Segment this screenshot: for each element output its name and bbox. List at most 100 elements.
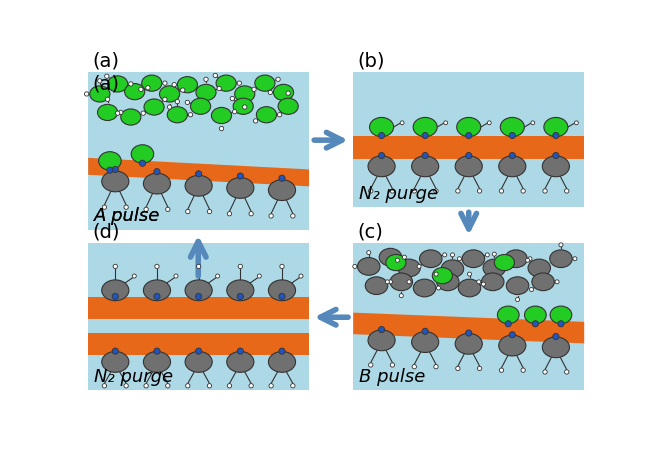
Circle shape xyxy=(257,274,261,278)
Ellipse shape xyxy=(190,98,211,114)
Ellipse shape xyxy=(550,306,572,324)
Circle shape xyxy=(104,74,109,79)
Circle shape xyxy=(268,90,272,95)
Circle shape xyxy=(146,85,150,90)
Circle shape xyxy=(509,152,516,158)
Circle shape xyxy=(291,383,295,388)
Ellipse shape xyxy=(144,352,171,372)
Circle shape xyxy=(186,209,190,214)
Circle shape xyxy=(400,294,403,298)
Circle shape xyxy=(499,368,504,372)
Ellipse shape xyxy=(144,280,171,301)
Circle shape xyxy=(286,91,291,95)
Ellipse shape xyxy=(501,117,524,137)
Ellipse shape xyxy=(462,250,485,267)
Ellipse shape xyxy=(185,352,212,372)
Ellipse shape xyxy=(256,107,277,123)
Circle shape xyxy=(112,348,118,354)
Circle shape xyxy=(144,383,148,388)
Circle shape xyxy=(443,253,447,257)
Circle shape xyxy=(154,169,160,175)
Ellipse shape xyxy=(459,279,481,297)
Circle shape xyxy=(456,366,460,371)
Circle shape xyxy=(531,121,535,125)
Ellipse shape xyxy=(177,77,197,93)
Circle shape xyxy=(367,250,371,255)
Ellipse shape xyxy=(185,176,212,196)
Circle shape xyxy=(436,286,441,290)
Circle shape xyxy=(422,328,428,334)
Circle shape xyxy=(195,348,202,354)
Ellipse shape xyxy=(398,259,420,277)
Ellipse shape xyxy=(102,352,129,372)
Circle shape xyxy=(468,272,472,276)
Circle shape xyxy=(279,175,285,181)
Circle shape xyxy=(269,383,274,388)
Circle shape xyxy=(553,152,559,158)
Ellipse shape xyxy=(420,250,442,267)
Circle shape xyxy=(227,212,232,216)
Ellipse shape xyxy=(441,260,464,278)
Circle shape xyxy=(112,293,118,299)
Ellipse shape xyxy=(368,156,395,176)
Ellipse shape xyxy=(90,86,110,102)
Circle shape xyxy=(196,264,201,268)
Ellipse shape xyxy=(483,259,506,277)
Circle shape xyxy=(237,81,241,85)
Circle shape xyxy=(434,365,438,369)
Circle shape xyxy=(509,332,516,338)
Circle shape xyxy=(521,189,525,193)
Ellipse shape xyxy=(159,86,180,102)
Ellipse shape xyxy=(121,109,141,125)
Bar xyxy=(353,243,584,389)
Circle shape xyxy=(466,133,472,139)
Circle shape xyxy=(379,327,384,333)
Ellipse shape xyxy=(543,337,569,358)
Ellipse shape xyxy=(142,75,162,91)
Circle shape xyxy=(98,79,102,83)
Circle shape xyxy=(434,272,438,276)
Circle shape xyxy=(353,264,357,268)
Circle shape xyxy=(417,264,421,268)
Bar xyxy=(353,136,584,159)
Ellipse shape xyxy=(544,117,568,137)
Ellipse shape xyxy=(278,98,298,114)
Ellipse shape xyxy=(495,255,514,271)
Ellipse shape xyxy=(390,273,413,291)
Circle shape xyxy=(154,293,160,299)
Ellipse shape xyxy=(457,117,481,137)
Ellipse shape xyxy=(211,108,232,123)
Circle shape xyxy=(369,363,373,367)
Circle shape xyxy=(402,255,407,259)
Circle shape xyxy=(207,209,212,214)
Circle shape xyxy=(154,348,160,354)
Circle shape xyxy=(102,383,107,388)
Circle shape xyxy=(207,383,212,388)
Circle shape xyxy=(141,111,146,116)
Circle shape xyxy=(124,205,129,209)
Circle shape xyxy=(155,264,159,268)
Circle shape xyxy=(456,189,460,193)
Circle shape xyxy=(553,334,559,340)
Ellipse shape xyxy=(144,173,171,194)
Circle shape xyxy=(185,100,190,104)
Circle shape xyxy=(457,257,461,261)
Circle shape xyxy=(174,274,178,278)
Circle shape xyxy=(216,274,220,278)
Circle shape xyxy=(186,383,190,388)
Text: N₂ purge: N₂ purge xyxy=(94,368,174,386)
Circle shape xyxy=(277,113,282,117)
Circle shape xyxy=(237,293,243,299)
Circle shape xyxy=(422,133,428,139)
Ellipse shape xyxy=(102,171,129,192)
Circle shape xyxy=(237,173,243,179)
Ellipse shape xyxy=(125,84,145,100)
Circle shape xyxy=(227,383,232,388)
Circle shape xyxy=(276,77,280,81)
Circle shape xyxy=(144,207,148,212)
Ellipse shape xyxy=(369,117,394,137)
Text: A pulse: A pulse xyxy=(94,207,161,225)
Circle shape xyxy=(112,166,118,172)
Ellipse shape xyxy=(131,145,154,163)
Circle shape xyxy=(396,258,400,262)
